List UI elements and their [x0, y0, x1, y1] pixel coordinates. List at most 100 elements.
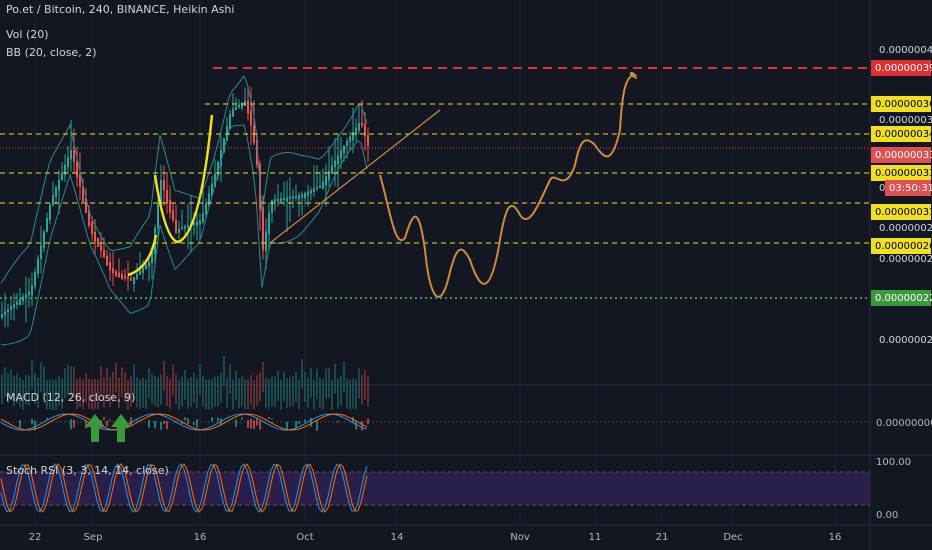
volume-bar — [214, 376, 216, 407]
signal-line — [0, 413, 368, 431]
volume-bar — [61, 378, 63, 409]
macd-hist — [337, 420, 339, 423]
candle-body — [100, 244, 102, 251]
candle-body — [70, 150, 72, 160]
volume-bar — [187, 378, 189, 409]
candle-body — [223, 138, 225, 153]
volume-bar — [253, 379, 255, 410]
price-label: 0.00000026 — [875, 241, 932, 252]
volume-bar — [49, 379, 51, 410]
candle-body — [241, 102, 243, 109]
candle-body — [220, 150, 222, 166]
candle-body — [46, 218, 48, 232]
candle-body — [307, 191, 309, 196]
candle-body — [262, 207, 264, 251]
candle-body — [130, 278, 132, 281]
price-label: 0.00000034 — [875, 129, 932, 140]
volume-bar — [277, 370, 279, 401]
buy-arrows — [85, 414, 131, 442]
time-axis: 22 Sep 16 Oct 14 Nov 11 21 Dec 16 — [29, 532, 842, 543]
candle-body — [142, 268, 144, 274]
volume-bar — [19, 377, 21, 408]
volume-label: Vol (20) — [6, 28, 49, 41]
macd-hist — [31, 418, 33, 425]
candle-body — [358, 123, 360, 131]
volume-bar — [112, 371, 114, 402]
candle-body — [352, 132, 354, 141]
volume-bar — [97, 379, 99, 410]
candle-body — [238, 104, 240, 108]
macd-hist — [130, 417, 132, 426]
volume-bar — [91, 379, 93, 410]
volume-bar — [163, 360, 165, 391]
macd-hist — [73, 420, 75, 428]
macd-hist — [247, 419, 249, 428]
macd-label: MACD (12, 26, close, 9) — [6, 391, 135, 404]
volume-bar — [121, 367, 123, 398]
volume-bar — [169, 378, 171, 409]
candle-body — [319, 185, 321, 188]
trend-line — [269, 109, 441, 244]
candle-body — [199, 220, 201, 225]
macd-hist — [85, 420, 87, 429]
volume-bar — [76, 379, 78, 410]
cup-left — [127, 234, 158, 277]
price-label-box — [885, 180, 931, 196]
candle-body — [7, 309, 9, 313]
volume-bar — [64, 368, 66, 399]
volume-bar — [166, 376, 168, 407]
volume-bar — [151, 373, 153, 404]
candle-body — [94, 232, 96, 242]
volume-bar — [31, 360, 33, 391]
volume-bar — [328, 367, 330, 398]
price-label: 0.00000033 — [875, 150, 932, 161]
candle-body — [85, 198, 87, 213]
candle-body — [127, 277, 129, 279]
price-label-box — [871, 204, 931, 220]
volume-bar — [4, 367, 6, 398]
candle-body — [160, 180, 162, 205]
volume-bar — [85, 373, 87, 404]
volume-bar — [79, 377, 81, 408]
volume-bar — [367, 376, 369, 407]
volume-bar — [217, 376, 219, 407]
volume-bar — [211, 378, 213, 409]
volume-bar — [178, 379, 180, 410]
price-label: 0.00000022 — [875, 293, 932, 304]
volume-bar — [280, 379, 282, 410]
candle-body — [208, 193, 210, 207]
volume-bar — [292, 375, 294, 406]
volume-bar — [190, 377, 192, 408]
candle-body — [13, 304, 15, 308]
price-label: 0.00000029 — [879, 223, 932, 234]
candle-body — [343, 145, 345, 154]
candle-body — [295, 195, 297, 198]
volume-bar — [283, 371, 285, 402]
macd-hist — [286, 421, 288, 431]
time-label: 14 — [391, 532, 404, 543]
candle-body — [346, 141, 348, 146]
volume-bar — [196, 378, 198, 409]
price-series — [0, 75, 369, 513]
macd-hist — [160, 421, 162, 430]
symbol-title: Po.et / Bitcoin, 240, BINANCE, Heikin As… — [6, 3, 234, 16]
macd-hist — [367, 418, 369, 425]
volume-bar — [232, 379, 234, 410]
candle-body — [301, 194, 303, 198]
candle-body — [79, 174, 81, 187]
volume-bar — [118, 377, 120, 408]
candle-body — [43, 231, 45, 248]
volume-bar — [184, 370, 186, 401]
candle-body — [163, 180, 165, 191]
volume-bar — [106, 367, 108, 398]
candle-body — [49, 204, 51, 220]
macd-hist — [34, 420, 36, 431]
stoch-axis-label: 100.00 — [876, 457, 911, 468]
candle-body — [37, 258, 39, 274]
candle-body — [169, 200, 171, 213]
candle-body — [337, 155, 339, 165]
volume-bar — [175, 373, 177, 404]
time-label: Nov — [510, 532, 530, 543]
macd-hist — [109, 419, 111, 421]
macd-hist — [148, 420, 150, 428]
